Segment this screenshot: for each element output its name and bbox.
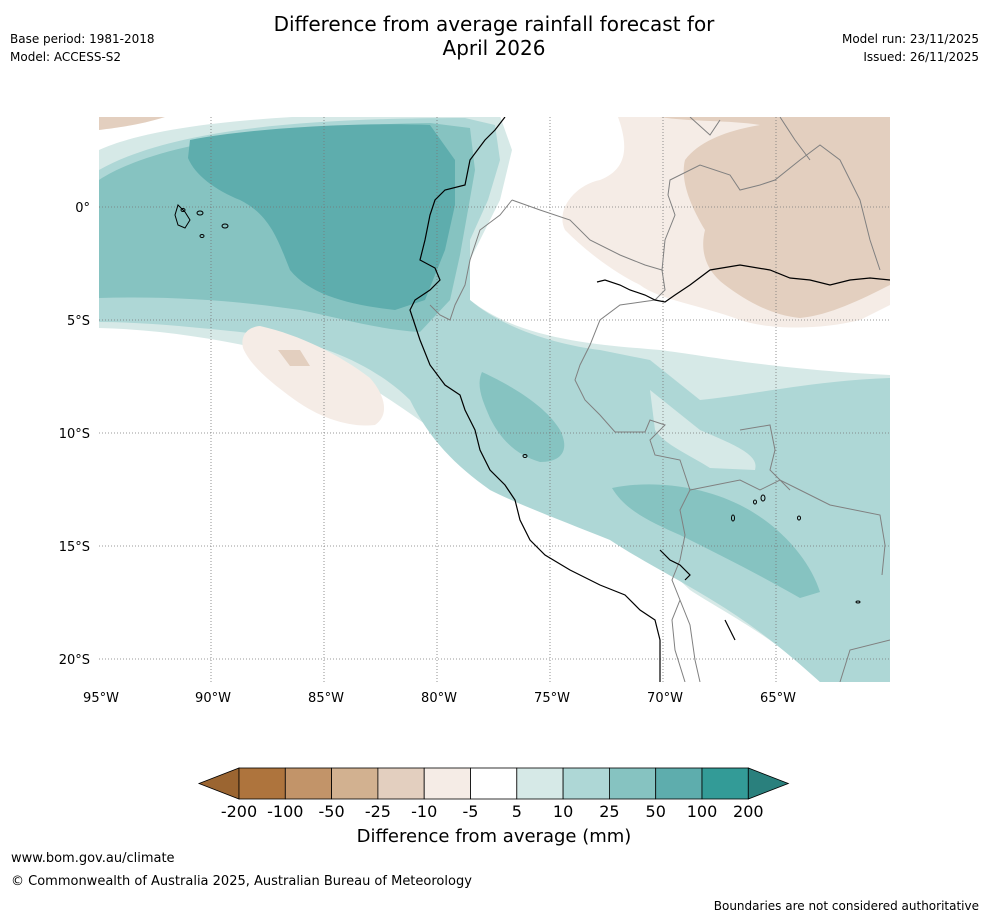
colorbar-tick-label: 25	[599, 802, 619, 821]
colorbar-swatch	[238, 767, 286, 800]
colorbar-swatch	[655, 767, 703, 800]
lon-label: 85°W	[308, 691, 344, 706]
lon-label: 80°W	[421, 691, 457, 706]
lakes	[522, 454, 861, 604]
lat-label: 10°S	[59, 427, 90, 442]
colorbar-tick-label: 5	[512, 802, 522, 821]
title-line-2: April 2026	[442, 36, 546, 60]
lon-label: 70°W	[647, 691, 683, 706]
lon-label: 75°W	[534, 691, 570, 706]
wet-field-amazon-25-50	[479, 372, 565, 462]
colorbar-tick-label: 10	[553, 802, 573, 821]
colorbar-tick-label: -5	[463, 802, 479, 821]
colorbar-extend-high	[747, 767, 790, 800]
colorbar-tick-label: -10	[411, 802, 437, 821]
model-text: Model: ACCESS-S2	[10, 50, 122, 64]
colorbar-swatch	[423, 767, 471, 800]
meta-left: Base period: 1981-2018 Model: ACCESS-S2	[10, 30, 155, 66]
coastlines	[409, 117, 890, 682]
colorbar-ticks: -200 -100 -50 -25 -10 -5 5 10 25 50 100 200	[221, 802, 764, 821]
colorbar-swatch	[377, 767, 425, 800]
colorbar-tick-label: 200	[733, 802, 764, 821]
colorbar-swatch	[331, 767, 379, 800]
colorbar: -200 -100 -50 -25 -10 -5 5 10 25 50 100 200	[197, 767, 790, 821]
wet-field-brazil-10-25	[650, 390, 756, 470]
meta-right: Model run: 23/11/2025 Issued: 26/11/2025	[842, 30, 979, 66]
colorbar-swatch	[562, 767, 610, 800]
colorbar-tick-label: 100	[687, 802, 718, 821]
map-title: Difference from average rainfall forecas…	[0, 12, 988, 60]
dry-field-10-25	[660, 117, 890, 318]
colorbar-tick-label: -50	[319, 802, 345, 821]
base-period-text: Base period: 1981-2018	[10, 32, 155, 46]
issued-text: Issued: 26/11/2025	[863, 50, 979, 64]
title-line-1: Difference from average rainfall forecas…	[273, 12, 715, 36]
footer-disclaimer: Boundaries are not considered authoritat…	[713, 899, 979, 913]
longitude-labels: 95°W 90°W 85°W 80°W 75°W 70°W 65°W	[83, 691, 796, 706]
lat-label: 20°S	[59, 653, 90, 668]
dry-field-offshore-10-25	[278, 350, 310, 366]
colorbar-label: Difference from average (mm)	[356, 826, 632, 847]
dry-field-nw-corner	[99, 117, 165, 130]
colorbar-tick-label: -100	[267, 802, 303, 821]
colorbar-tick-label: 50	[646, 802, 666, 821]
rainfall-anomaly-fields	[99, 117, 890, 682]
lon-label: 95°W	[83, 691, 119, 706]
colorbar-extend-low	[197, 767, 240, 800]
wet-field-bolivia-25-50	[612, 484, 820, 598]
dry-field-offshore-5-10	[242, 326, 385, 426]
national-boundaries	[429, 117, 890, 682]
footer-url: www.bom.gov.au/climate	[11, 851, 175, 866]
latitude-labels: 0° 5°S 10°S 15°S 20°S	[59, 201, 90, 668]
model-run-text: Model run: 23/11/2025	[841, 32, 979, 46]
lon-label: 65°W	[760, 691, 796, 706]
colorbar-swatch	[284, 767, 332, 800]
colorbar-swatch	[701, 767, 749, 800]
graticule	[99, 117, 890, 682]
colorbar-swatch	[470, 767, 518, 800]
footer-copyright: © Commonwealth of Australia 2025, Austra…	[11, 874, 472, 889]
colorbar-swatches	[197, 767, 790, 800]
colorbar-tick-label: -25	[365, 802, 391, 821]
lat-label: 5°S	[67, 314, 90, 329]
lat-label: 15°S	[59, 540, 90, 555]
colorbar-tick-label: -200	[221, 802, 257, 821]
wet-field-50-100	[188, 124, 455, 310]
lon-label: 90°W	[195, 691, 231, 706]
map-canvas: 95°W 90°W 85°W 80°W 75°W 70°W 65°W 0° 5°…	[59, 117, 890, 706]
colorbar-swatch	[516, 767, 564, 800]
lat-label: 0°	[75, 201, 90, 216]
colorbar-swatch	[609, 767, 657, 800]
galapagos-islands	[174, 204, 229, 238]
